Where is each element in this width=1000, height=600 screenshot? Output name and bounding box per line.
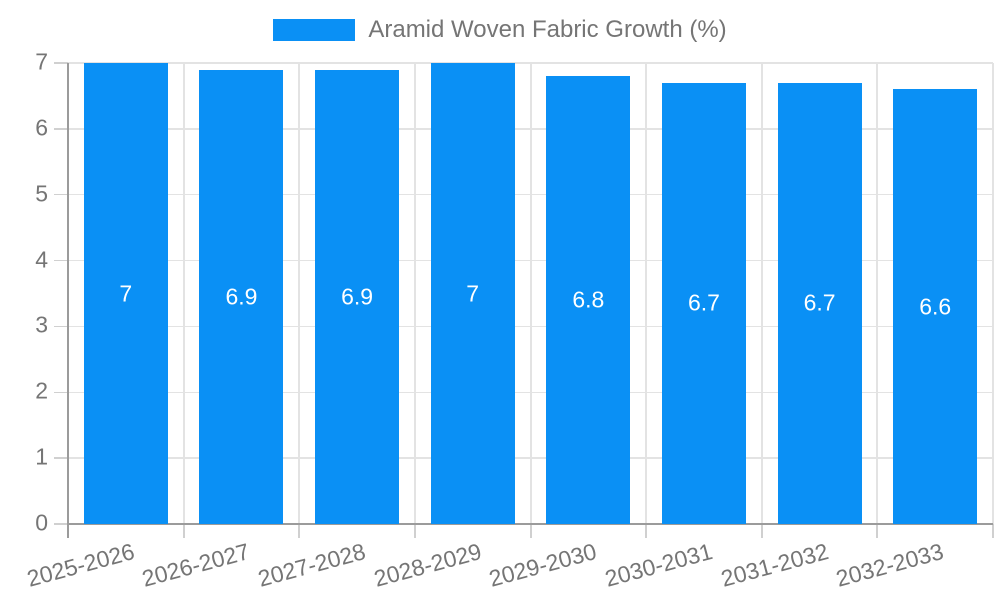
x-axis-tick-label: 2026-2027 xyxy=(139,538,253,592)
x-tick-mark xyxy=(760,524,763,538)
y-tick-mark xyxy=(54,391,68,393)
y-axis-tick-label: 1 xyxy=(35,443,48,470)
x-tick-mark xyxy=(413,524,416,538)
bar-2029-2030[interactable] xyxy=(546,76,631,524)
x-gridline xyxy=(298,63,301,524)
x-tick-mark xyxy=(298,524,301,538)
x-axis-tick-label: 2027-2028 xyxy=(255,538,369,592)
x-tick-mark xyxy=(876,524,879,538)
x-axis-tick-label: 2031-2032 xyxy=(717,538,831,592)
y-tick-mark xyxy=(54,128,68,130)
bar-value-label: 6.6 xyxy=(919,293,952,320)
bar-value-label: 7 xyxy=(119,280,133,306)
plot-area: 0 1 2 3 4 5 6 7 7 2025-2026 6.9 2026-2027 6.9 2027-20… xyxy=(24,50,994,592)
x-tick-mark xyxy=(992,524,994,538)
legend-label: Aramid Woven Fabric Growth (%) xyxy=(368,16,727,43)
bar-value-label: 6.7 xyxy=(803,289,836,316)
bar-2028-2029[interactable] xyxy=(430,63,515,524)
x-gridline xyxy=(760,63,763,524)
y-axis-tick-label: 4 xyxy=(35,246,48,273)
x-axis-tick-label: 2025-2026 xyxy=(24,538,138,592)
bar-2032-2033[interactable] xyxy=(893,89,978,524)
x-gridline xyxy=(182,63,185,524)
bar-2025-2026[interactable] xyxy=(83,63,168,524)
bar-value-label: 6.9 xyxy=(341,283,374,310)
y-axis-tick-label: 0 xyxy=(35,509,48,536)
y-axis-tick-label: 6 xyxy=(35,114,48,141)
x-gridline xyxy=(529,63,532,524)
y-axis-tick-label: 7 xyxy=(35,48,48,75)
bar-value-label: 6.8 xyxy=(572,286,605,313)
bar-2026-2027[interactable] xyxy=(199,69,284,524)
legend[interactable]: Aramid Woven Fabric Growth (%) xyxy=(0,15,1000,45)
x-axis-line xyxy=(68,523,993,525)
bar-value-label: 6.7 xyxy=(687,289,720,316)
y-tick-mark xyxy=(54,523,68,525)
y-tick-mark xyxy=(54,457,68,459)
bar-value-label: 6.9 xyxy=(225,283,258,310)
y-axis-line xyxy=(67,63,69,538)
y-axis-tick-label: 5 xyxy=(35,180,48,207)
x-tick-mark xyxy=(529,524,532,538)
bar-2031-2032[interactable] xyxy=(777,82,862,524)
x-gridline xyxy=(876,63,879,524)
x-axis-tick-label: 2032-2033 xyxy=(833,538,947,592)
legend-swatch-icon xyxy=(273,19,356,41)
y-tick-mark xyxy=(54,259,68,262)
bar-2027-2028[interactable] xyxy=(315,69,400,524)
y-axis-tick-label: 2 xyxy=(35,377,48,404)
x-axis-tick-label: 2028-2029 xyxy=(370,538,484,592)
y-axis-tick-label: 3 xyxy=(35,312,48,339)
y-tick-mark xyxy=(54,325,68,328)
x-gridline xyxy=(645,63,648,524)
x-gridline xyxy=(992,63,994,524)
bar-2030-2031[interactable] xyxy=(661,82,746,524)
y-tick-mark xyxy=(54,62,68,64)
bar-value-label: 7 xyxy=(466,280,480,306)
x-tick-mark xyxy=(182,524,185,538)
x-axis-tick-label: 2029-2030 xyxy=(486,538,600,592)
x-gridline xyxy=(413,63,416,524)
y-tick-mark xyxy=(54,194,68,196)
x-axis-tick-label: 2030-2031 xyxy=(602,538,716,592)
x-tick-mark xyxy=(645,524,648,538)
